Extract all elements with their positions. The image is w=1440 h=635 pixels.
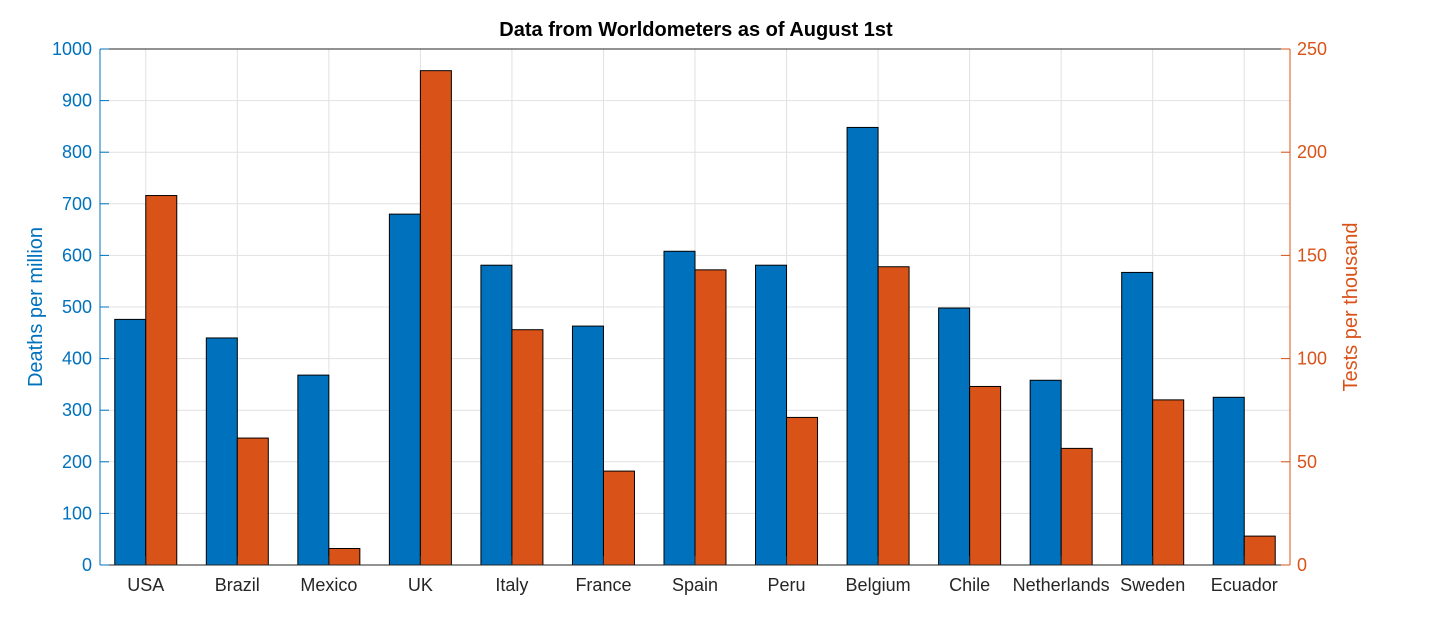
- bar-deaths-spain: [663, 250, 696, 566]
- chart-title: Data from Worldometers as of August 1st: [499, 19, 893, 41]
- bar-deaths-sweden: [1121, 271, 1154, 566]
- tick-labels: 0 100 200 300 400 500 600 700 800 900 1000 0 50 100 15…: [52, 39, 1327, 595]
- y-tick-label-right: 250: [1297, 39, 1327, 59]
- x-tick-label: Peru: [768, 575, 806, 595]
- bar-tests-peru: [786, 416, 819, 566]
- y-tick-label-left: 200: [62, 452, 92, 472]
- x-tick-label: Sweden: [1120, 575, 1185, 595]
- x-tick-label: France: [575, 575, 631, 595]
- x-tick-label: Ecuador: [1211, 575, 1278, 595]
- y-tick-label-right: 50: [1297, 452, 1317, 472]
- y-tick-label-right: 150: [1297, 245, 1327, 265]
- x-tick-label: Netherlands: [1013, 575, 1110, 595]
- y-tick-label-left: 1000: [52, 39, 92, 59]
- y-tick-label-right: 0: [1297, 555, 1307, 575]
- bars: [114, 70, 1276, 566]
- x-tick-label: Mexico: [300, 575, 357, 595]
- bar-deaths-netherlands: [1029, 379, 1062, 566]
- bar-deaths-brazil: [205, 337, 238, 566]
- bar-tests-usa: [145, 195, 178, 566]
- y-tick-label-left: 400: [62, 349, 92, 369]
- bar-tests-france: [602, 470, 635, 566]
- y-tick-label-left: 300: [62, 400, 92, 420]
- bar-tests-brazil: [236, 437, 269, 566]
- bar-tests-ecuador: [1243, 535, 1276, 566]
- x-tick-label: USA: [127, 575, 164, 595]
- bar-deaths-uk: [388, 213, 421, 566]
- bar-tests-netherlands: [1060, 447, 1093, 566]
- x-tick-label: Belgium: [846, 575, 911, 595]
- y-tick-label-left: 900: [62, 91, 92, 111]
- y-axis-left-label: Deaths per million: [25, 227, 47, 387]
- y-tick-label-left: 0: [82, 555, 92, 575]
- bar-deaths-france: [571, 325, 604, 566]
- bar-tests-mexico: [328, 547, 361, 566]
- bar-tests-italy: [511, 329, 544, 566]
- x-tick-label: Chile: [949, 575, 990, 595]
- x-tick-label: Spain: [672, 575, 718, 595]
- y-axis-right-label: Tests per thousand: [1340, 223, 1362, 392]
- bar-deaths-chile: [938, 307, 971, 566]
- y-tick-label-right: 200: [1297, 142, 1327, 162]
- y-tick-label-left: 600: [62, 245, 92, 265]
- axes: [99, 48, 1291, 566]
- bar-deaths-mexico: [297, 374, 330, 566]
- bar-deaths-belgium: [846, 126, 879, 566]
- bar-deaths-usa: [114, 318, 147, 566]
- bar-deaths-italy: [480, 264, 513, 566]
- bar-tests-uk: [419, 70, 452, 566]
- bar-tests-chile: [969, 385, 1002, 566]
- bar-tests-spain: [694, 269, 727, 566]
- bar-deaths-ecuador: [1212, 396, 1245, 566]
- bar-deaths-peru: [755, 264, 788, 566]
- y-tick-label-left: 100: [62, 503, 92, 523]
- y-tick-label-right: 100: [1297, 349, 1327, 369]
- y-tick-label-left: 500: [62, 297, 92, 317]
- y-tick-label-left: 700: [62, 194, 92, 214]
- x-tick-label: Brazil: [215, 575, 260, 595]
- bar-tests-sweden: [1152, 399, 1185, 566]
- bar-tests-belgium: [877, 266, 910, 566]
- y-tick-label-left: 800: [62, 142, 92, 162]
- x-tick-label: UK: [408, 575, 433, 595]
- x-tick-label: Italy: [495, 575, 528, 595]
